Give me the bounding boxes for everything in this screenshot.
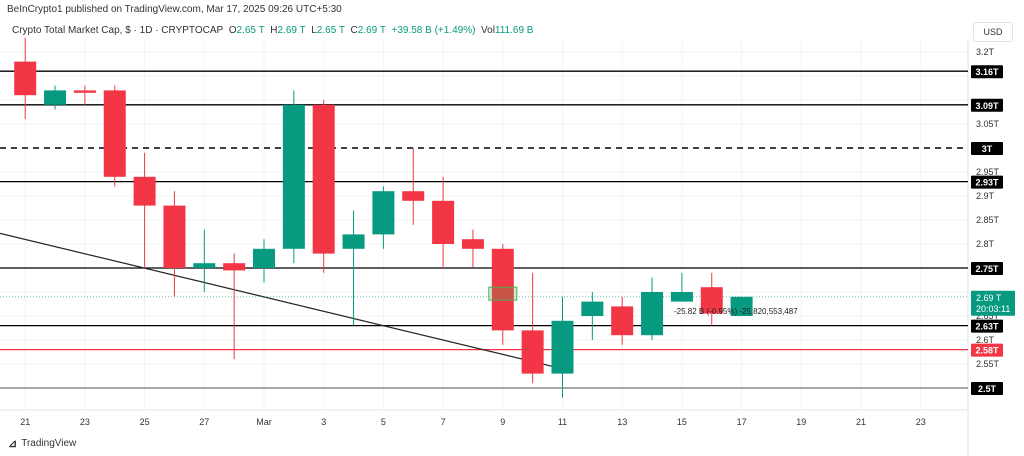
candle-body — [372, 191, 395, 235]
brand-name: TradingView — [21, 438, 77, 449]
tradingview-logo[interactable]: ⊿ TradingView — [8, 437, 76, 450]
candle-body — [700, 287, 723, 314]
level-price-label: 3T — [982, 144, 993, 154]
y-tick-label: 2.85T — [976, 215, 1000, 225]
x-tick-label: 23 — [916, 417, 926, 427]
y-tick-label: 2.9T — [976, 191, 995, 201]
measure-label: -25.82 B (-0.95%) -25,820,553,487 — [674, 307, 798, 316]
x-tick-label: 25 — [140, 417, 150, 427]
candle-body — [402, 191, 425, 201]
open-value: 2.65 T — [236, 25, 265, 36]
volume-value: 111.69 B — [494, 25, 534, 36]
level-price-tag — [971, 65, 1003, 79]
y-tick-label: 3.2T — [976, 47, 995, 57]
candle-body — [282, 104, 305, 249]
measure-box — [488, 286, 518, 301]
countdown-label: 20:03:11 — [976, 304, 1010, 314]
y-tick-label: 2.55T — [976, 359, 1000, 369]
candle-body — [193, 263, 216, 268]
level-price-tag — [971, 319, 1003, 333]
x-tick-label: 19 — [796, 417, 806, 427]
level-price-tag — [971, 343, 1003, 357]
candle-body — [223, 263, 246, 271]
candle-body — [581, 301, 604, 316]
tradingview-logo-icon: ⊿ — [8, 438, 18, 450]
last-price-tag — [971, 290, 1015, 316]
candle-body — [730, 296, 753, 316]
x-tick-label: 3 — [321, 417, 326, 427]
last-price-label: 2.69 T — [976, 293, 1002, 303]
trendline — [0, 232, 563, 370]
x-tick-label: 15 — [677, 417, 687, 427]
x-tick-label: 5 — [381, 417, 386, 427]
low-label: L — [311, 25, 317, 36]
candle-body — [253, 248, 275, 268]
level-price-tag — [971, 142, 1003, 155]
close-value: 2.69 T — [357, 25, 386, 36]
candle-body — [14, 61, 37, 96]
level-price-label: 2.93T — [975, 178, 999, 188]
low-value: 2.65 T — [316, 25, 345, 36]
level-price-tag — [971, 382, 1003, 395]
candle-body — [133, 176, 156, 206]
candle-body — [491, 248, 514, 331]
x-tick-label: 9 — [500, 417, 505, 427]
publisher-line: BeInCrypto1 published on TradingView.com… — [7, 4, 342, 15]
level-price-label: 2.58T — [975, 346, 999, 356]
candle-body — [312, 104, 335, 254]
candle-body — [432, 200, 455, 244]
level-price-label: 3.09T — [975, 101, 999, 111]
level-price-tag — [971, 262, 1003, 275]
symbol-name[interactable]: Crypto Total Market Cap, $ · 1D · CRYPTO… — [12, 25, 224, 36]
x-tick-label: 17 — [737, 417, 747, 427]
close-label: C — [350, 25, 358, 36]
candle-body — [461, 239, 484, 249]
y-tick-label: 3.05T — [976, 119, 1000, 129]
x-tick-label: 27 — [199, 417, 209, 427]
candle-body — [521, 330, 544, 374]
x-tick-label: 7 — [441, 417, 446, 427]
candle-body — [641, 292, 664, 336]
candle-body — [163, 205, 186, 268]
symbol-legend: Crypto Total Market Cap, $ · 1D · CRYPTO… — [12, 25, 533, 36]
x-tick-label: 11 — [558, 417, 567, 427]
level-price-label: 3.16T — [975, 67, 999, 77]
candle-body — [73, 90, 96, 93]
x-tick-label: 21 — [856, 417, 866, 427]
x-tick-label: 21 — [20, 417, 30, 427]
candle-body — [342, 234, 365, 249]
candle-body — [670, 292, 693, 302]
level-price-label: 2.63T — [975, 322, 999, 332]
level-price-label: 2.75T — [975, 264, 999, 274]
change-value: +39.58 B (+1.49%) — [391, 25, 476, 36]
level-price-tag — [971, 98, 1003, 112]
x-tick-label: Mar — [256, 417, 272, 427]
high-value: 2.69 T — [277, 25, 306, 36]
y-tick-label: 2.6T — [976, 335, 995, 345]
y-tick-label: 2.65T — [976, 311, 1000, 321]
x-tick-label: 23 — [80, 417, 90, 427]
x-tick-label: 13 — [617, 417, 627, 427]
open-label: O — [228, 25, 237, 36]
candle-body — [551, 320, 574, 374]
y-tick-label: 2.8T — [976, 239, 995, 249]
candle-body — [611, 306, 634, 336]
currency-button[interactable]: USD — [973, 22, 1013, 42]
level-price-label: 2.5T — [978, 384, 997, 394]
y-tick-label: 2.95T — [976, 167, 1000, 177]
volume-label: Vol — [481, 25, 495, 36]
high-label: H — [270, 25, 278, 36]
candle-body — [44, 90, 67, 105]
level-price-tag — [971, 175, 1003, 189]
candle-body — [103, 90, 126, 177]
